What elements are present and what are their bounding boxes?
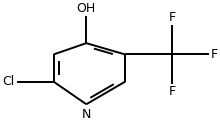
Text: F: F [169,11,176,24]
Text: Cl: Cl [2,75,15,88]
Text: F: F [169,85,176,98]
Text: N: N [82,108,91,121]
Text: OH: OH [77,2,96,15]
Text: F: F [211,48,218,61]
